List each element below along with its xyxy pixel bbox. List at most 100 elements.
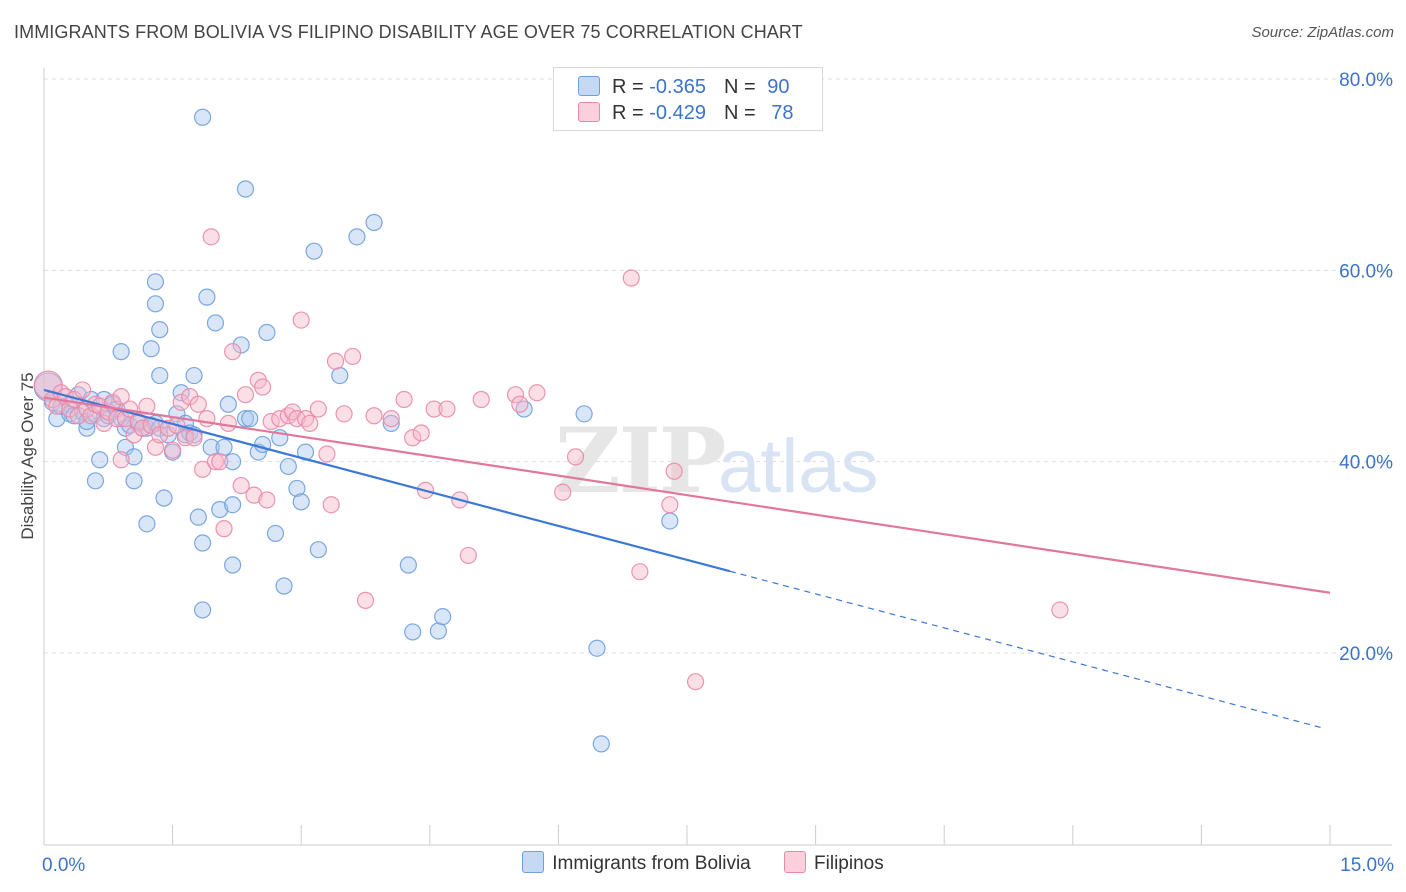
- data-point: [224, 453, 242, 471]
- data-point: [232, 336, 250, 354]
- data-point: [305, 242, 323, 260]
- data-point: [194, 460, 212, 478]
- series-filipinos-points: [33, 228, 1069, 691]
- trend-line-bolivia-extension: [729, 570, 1322, 729]
- data-point: [219, 414, 237, 432]
- data-point: [309, 400, 327, 418]
- data-point: [194, 534, 212, 552]
- chart-legend: Immigrants from Bolivia Filipinos: [0, 851, 1406, 875]
- data-points: [33, 108, 1069, 753]
- data-point: [185, 366, 203, 385]
- data-point: [172, 393, 190, 411]
- data-point: [73, 381, 92, 399]
- data-point: [511, 395, 529, 413]
- legend-label-bolivia: Immigrants from Bolivia: [552, 853, 751, 874]
- data-point: [592, 735, 610, 753]
- data-point: [412, 424, 430, 442]
- data-point: [142, 340, 160, 358]
- y-tick-label: 20.0%: [1339, 644, 1393, 665]
- legend-item-bolivia[interactable]: Immigrants from Bolivia: [522, 851, 751, 875]
- data-point: [665, 462, 683, 480]
- data-point: [125, 426, 143, 444]
- stats-swatch-filipinos: [578, 102, 600, 122]
- correlation-stats-box: R = -0.365 N = 90 R = -0.429 N = 78: [553, 67, 823, 131]
- data-point: [86, 472, 105, 490]
- source-label: Source: ZipAtlas.com: [1251, 24, 1394, 41]
- watermark: ZIP atlas: [555, 408, 879, 514]
- data-point: [258, 323, 276, 342]
- x-tick-label: 15.0%: [1340, 855, 1394, 876]
- data-point: [301, 414, 319, 432]
- series-bolivia-points: [33, 108, 679, 753]
- data-point: [322, 496, 340, 514]
- data-point: [194, 108, 212, 126]
- trend-line-filipinos: [43, 396, 1331, 594]
- data-point: [206, 453, 225, 471]
- data-point: [631, 563, 649, 581]
- data-point: [382, 414, 400, 432]
- data-point: [138, 515, 156, 533]
- stats-n-value: 90: [767, 76, 790, 98]
- data-point: [48, 397, 66, 415]
- y-tick-label: 40.0%: [1339, 453, 1393, 474]
- data-point: [348, 228, 366, 246]
- data-point: [112, 343, 130, 361]
- data-point: [395, 390, 413, 409]
- data-point: [91, 451, 109, 469]
- data-point: [554, 483, 572, 501]
- data-point: [219, 395, 237, 413]
- data-point: [206, 314, 225, 332]
- stats-r-value: -0.365: [649, 76, 706, 98]
- tick-labels: 20.0% 40.0% 60.0% 80.0% 0.0% 15.0%: [42, 70, 1394, 876]
- data-point: [588, 639, 606, 657]
- data-point: [575, 405, 593, 423]
- data-point: [331, 366, 349, 385]
- data-point: [686, 673, 705, 691]
- data-point: [194, 601, 212, 619]
- data-point: [236, 180, 255, 198]
- data-point: [365, 407, 383, 425]
- data-point: [69, 407, 87, 425]
- data-point: [146, 295, 165, 313]
- data-point: [288, 479, 306, 498]
- data-point: [224, 556, 242, 574]
- data-point: [404, 429, 422, 447]
- data-point: [241, 410, 259, 428]
- data-point: [318, 445, 336, 463]
- data-point: [279, 457, 297, 476]
- data-point: [356, 591, 375, 609]
- data-point: [198, 288, 216, 306]
- data-point: [224, 496, 242, 514]
- data-point: [254, 378, 272, 396]
- stats-r-label: R =: [612, 76, 650, 98]
- data-point: [425, 400, 443, 418]
- data-point: [438, 400, 456, 418]
- legend-label-filipinos: Filipinos: [814, 853, 884, 874]
- stats-n-label: N =: [723, 76, 762, 98]
- data-point: [151, 426, 169, 444]
- data-point: [382, 410, 400, 428]
- data-point: [528, 384, 546, 402]
- data-point: [211, 500, 229, 519]
- x-tick-label: 0.0%: [42, 855, 85, 876]
- data-point: [566, 448, 585, 466]
- data-point: [1051, 601, 1069, 619]
- data-point: [472, 390, 490, 409]
- y-axis-label: Disability Age Over 75: [18, 372, 37, 540]
- data-point: [266, 524, 285, 543]
- legend-item-filipinos[interactable]: Filipinos: [784, 851, 884, 875]
- y-tick-label: 60.0%: [1339, 261, 1393, 282]
- data-point: [172, 384, 190, 402]
- data-point: [125, 448, 143, 466]
- data-point: [404, 623, 422, 641]
- data-point: [224, 343, 242, 361]
- trend-line-bolivia: [43, 388, 731, 573]
- data-point: [506, 386, 525, 404]
- data-point: [164, 441, 182, 459]
- y-tick-label: 80.0%: [1339, 70, 1393, 91]
- data-point: [211, 453, 229, 471]
- data-point: [125, 472, 143, 490]
- data-point: [155, 489, 173, 507]
- grid-lines: [44, 78, 1392, 654]
